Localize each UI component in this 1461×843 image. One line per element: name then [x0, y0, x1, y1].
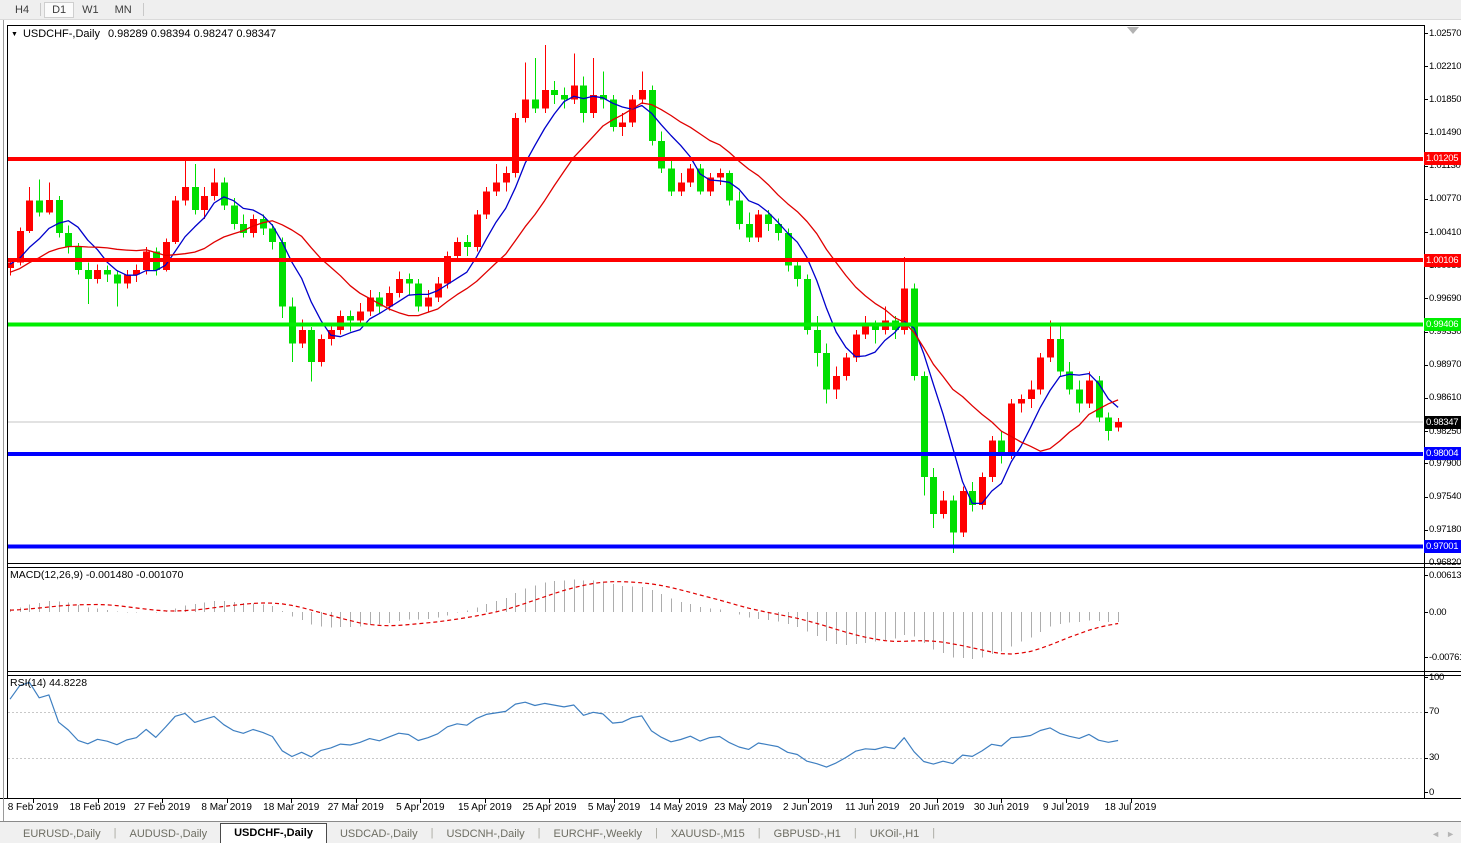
chart-tabs-bar: EURUSD-,Daily | AUDUSD-,Daily USDCHF-,Daily…: [0, 821, 1461, 843]
price-tick-label: 0.96820: [1429, 557, 1461, 569]
rsi-tick-label: 100: [1429, 671, 1444, 683]
tab-separator: |: [430, 827, 434, 839]
collapse-chart-icon[interactable]: ▼: [11, 31, 18, 38]
price-tick-label: 0.97180: [1429, 524, 1461, 536]
price-tick-label: 0.97540: [1429, 491, 1461, 503]
time-tick-label: 2 Jun 2019: [782, 802, 833, 813]
price-level-badge: 0.99406: [1424, 318, 1461, 332]
tab-separator: |: [853, 827, 857, 839]
time-tick-label: 18 Jul 2019: [1104, 802, 1157, 813]
macd-tick-label: -0.00761: [1429, 651, 1461, 663]
time-tick-label: 5 Apr 2019: [396, 802, 445, 813]
chart-tab-usdcnh[interactable]: USDCNH-,Daily: [446, 828, 525, 840]
price-tick-label: 0.98610: [1429, 392, 1461, 404]
time-tick-label: 18 Mar 2019: [263, 802, 320, 813]
chart-title: ▼ USDCHF-,Daily 0.98289 0.98394 0.98247 0.…: [11, 28, 276, 40]
toolbar-separator: [142, 3, 144, 16]
price-tick-label: 1.00410: [1429, 226, 1461, 238]
time-tick-label: 30 Jun 2019: [973, 802, 1029, 813]
price-tick-label: 1.01130: [1429, 160, 1461, 172]
time-tick-label: 25 Apr 2019: [522, 802, 577, 813]
chart-tab-ukoil[interactable]: UKOil-,H1: [869, 828, 920, 840]
chart-tab-audusd[interactable]: AUDUSD-,Daily: [129, 828, 208, 840]
time-tick-label: 9 Jul 2019: [1042, 802, 1090, 813]
price-level-badge: 1.01205: [1424, 152, 1461, 166]
tab-scroll-arrows: ◄ ►: [1425, 829, 1455, 839]
timeframe-button-d1[interactable]: D1: [44, 1, 75, 18]
chart-tabs: EURUSD-,Daily | AUDUSD-,Daily USDCHF-,Daily…: [10, 823, 935, 843]
timeframe-button-mn[interactable]: MN: [114, 3, 132, 16]
price-tick-label: 0.98970: [1429, 359, 1461, 371]
price-tick-label: 1.01490: [1429, 127, 1461, 139]
time-tick-label: 8 Feb 2019: [7, 802, 59, 813]
tab-separator: |: [654, 827, 658, 839]
tab-scroll-right-icon[interactable]: ►: [1446, 829, 1455, 839]
price-level-badge: 0.97001: [1424, 539, 1461, 553]
price-tick-label: 1.02210: [1429, 60, 1461, 72]
scroll-to-end-icon: [1127, 27, 1139, 34]
chart-symbol-label: USDCHF-,Daily: [22, 28, 100, 40]
chart-tab-gbpusd[interactable]: GBPUSD-,H1: [773, 828, 841, 840]
price-tick-label: 1.01850: [1429, 93, 1461, 105]
chart-tab-xauusd[interactable]: XAUUSD-,M15: [670, 828, 745, 840]
time-tick-label: 27 Mar 2019: [327, 802, 384, 813]
rsi-tick-label: 0: [1429, 786, 1434, 798]
timeframe-button-h4[interactable]: H4: [15, 3, 30, 16]
time-tick-label: 14 May 2019: [649, 802, 708, 813]
chart-tab-eurusd[interactable]: EURUSD-,Daily: [23, 828, 101, 840]
price-level-badge: 0.98004: [1424, 447, 1461, 461]
macd-indicator-label: MACD(12,26,9) -0.001480 -0.001070: [10, 569, 184, 581]
time-tick-label: 5 May 2019: [587, 802, 641, 813]
chart-tab-usdcad[interactable]: USDCAD-,Daily: [339, 828, 418, 840]
time-tick-label: 11 Jun 2019: [845, 802, 900, 813]
price-tick-label: 0.99690: [1429, 292, 1461, 304]
chart-ohlc-values: 0.98289 0.98394 0.98247 0.98347: [107, 28, 277, 40]
timeframe-button-w1[interactable]: W1: [82, 3, 99, 16]
price-tick-label: 1.02570: [1429, 27, 1461, 39]
time-tick-label: 18 Feb 2019: [69, 802, 126, 813]
time-tick-label: 15 Apr 2019: [457, 802, 512, 813]
time-tick-label: 23 May 2019: [714, 802, 773, 813]
time-tick-label: 27 Feb 2019: [134, 802, 191, 813]
tab-separator: |: [113, 827, 117, 839]
chart-tab-eurchf[interactable]: EURCHF-,Weekly: [553, 828, 642, 840]
tab-separator: |: [932, 827, 936, 839]
rsi-indicator-label: RSI(14) 44.8228: [10, 677, 88, 689]
macd-tick-label: 0.00613: [1429, 569, 1461, 581]
price-tick-label: 1.00770: [1429, 193, 1461, 205]
toolbar-separator: [40, 3, 42, 16]
price-tick-label: 0.99330: [1429, 326, 1461, 338]
current-price-badge: 0.98347: [1424, 415, 1461, 429]
price-tick-label: 0.97900: [1429, 457, 1461, 469]
price-level-badge: 1.00106: [1424, 253, 1461, 267]
chart-tab-usdchf[interactable]: USDCHF-,Daily: [220, 823, 327, 843]
time-tick-label: 20 Jun 2019: [909, 802, 965, 813]
macd-tick-label: 0.00: [1429, 606, 1447, 618]
time-tick-label: 8 Mar 2019: [201, 802, 252, 813]
tab-separator: |: [757, 827, 761, 839]
rsi-tick-label: 70: [1429, 706, 1439, 717]
timeframe-toolbar: H4 D1 W1 MN: [0, 0, 1461, 20]
price-tick-label: 0.98250: [1429, 425, 1461, 437]
tab-scroll-left-icon[interactable]: ◄: [1431, 829, 1441, 839]
tab-separator: |: [537, 827, 541, 839]
rsi-tick-label: 30: [1429, 752, 1439, 763]
